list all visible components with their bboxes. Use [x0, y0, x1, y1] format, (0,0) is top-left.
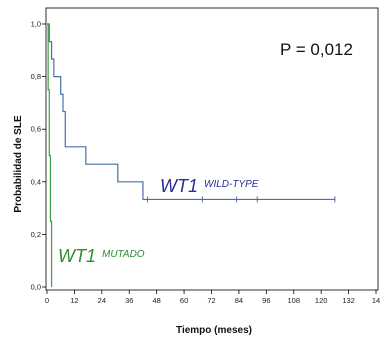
- y-tick-label: 1,0: [31, 20, 41, 29]
- y-tick-label: 0,0: [31, 283, 41, 292]
- x-tick-label: 132: [342, 296, 355, 305]
- x-tick-label: 48: [152, 296, 160, 305]
- x-tick-label: 96: [262, 296, 270, 305]
- x-tick-label: 108: [287, 296, 300, 305]
- series-label-mutado: WT1 MUTADO: [58, 246, 145, 266]
- plot-frame: [45, 7, 379, 291]
- y-tick-label: 0,2: [31, 230, 41, 239]
- series-label-wildtype-sup: WILD-TYPE: [204, 179, 259, 190]
- x-tick-label: 36: [125, 296, 133, 305]
- x-axis-title: Tiempo (meses): [176, 325, 252, 336]
- x-tick-label: 24: [98, 296, 106, 305]
- x-tick-label: 14: [372, 296, 380, 305]
- survival-curve-mutado: [47, 23, 53, 287]
- y-tick-label: 0,4: [31, 177, 41, 186]
- x-tick-label: 0: [45, 296, 49, 305]
- x-tick-label: 72: [207, 296, 215, 305]
- p-value-annotation: P = 0,012: [280, 40, 353, 59]
- x-tick-label: 60: [180, 296, 188, 305]
- x-tick-label: 12: [70, 296, 78, 305]
- x-tick-label: 84: [235, 296, 243, 305]
- series-label-mutado-sup: MUTADO: [102, 249, 145, 260]
- series-label-wildtype-main: WT1: [160, 176, 198, 196]
- survival-curves: [47, 23, 336, 287]
- x-tick-label: 120: [315, 296, 328, 305]
- y-tick-label: 0,8: [31, 72, 41, 81]
- y-tick-label: 0,6: [31, 125, 41, 134]
- axis-ticks: 0,0 0,2 0,4 0,6 0,8 1,0 0 12 24 36 48 60 72 84 96 108 12…: [31, 20, 381, 306]
- series-label-wildtype: WT1 WILD-TYPE: [160, 176, 259, 196]
- y-axis-title: Probabilidad de SLE: [13, 115, 24, 213]
- series-label-mutado-main: WT1: [58, 246, 96, 266]
- survival-curve-wildtype: [47, 23, 335, 201]
